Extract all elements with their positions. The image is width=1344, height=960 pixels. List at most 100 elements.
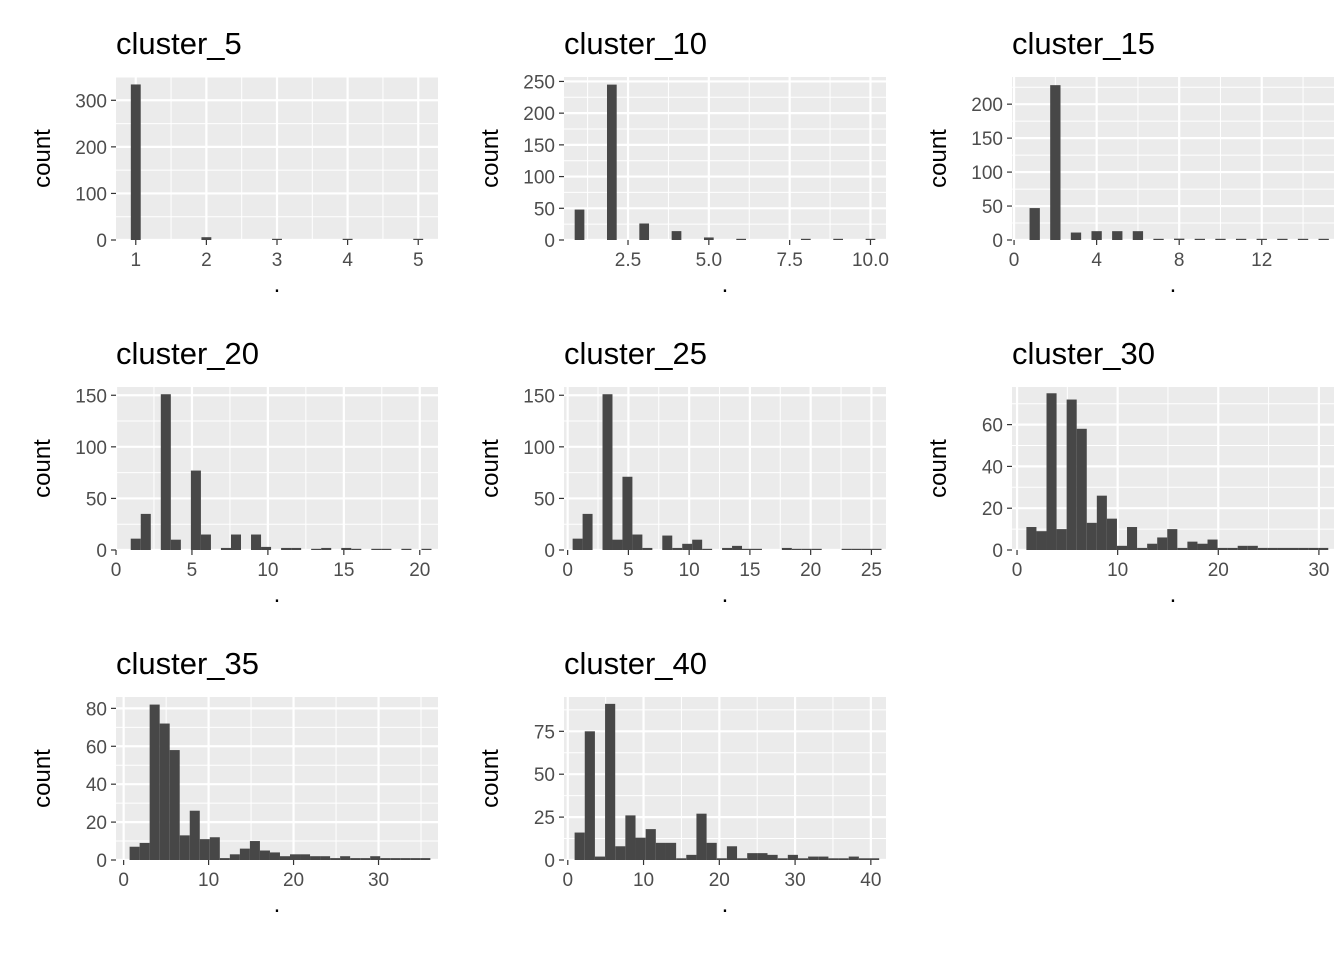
histogram-bar [199,839,210,860]
histogram-svg: 0 10 20 30 0 20 40 60 cluster_30. count [925,336,1334,608]
histogram-bar [594,856,606,860]
histogram-bar [702,548,713,550]
histogram-svg: 0 5 10 15 20 0 50 100 150 cluster_20. count [29,336,438,608]
histogram-bar [179,835,190,860]
histogram-bar [1318,238,1329,240]
histogram-bar [410,858,421,860]
chart-title: cluster_5 [116,26,242,61]
y-axis-label: count [477,749,504,808]
histogram-bar [742,548,752,550]
histogram-svg: 1 2 3 4 5 0 100 200 300 cluster_5. count [29,26,438,298]
histogram-bar [1029,208,1040,240]
histogram-bar [230,534,242,550]
y-tick-label: 50 [534,765,555,786]
x-axis-label: . [1170,581,1177,608]
histogram-bar [612,539,623,550]
histogram-bar [1070,232,1082,240]
histogram-bar [672,547,683,550]
x-tick-label: 3 [272,250,283,271]
y-tick-label: 0 [992,541,1003,562]
histogram-panel: 2.5 5.0 7.5 10.0 0 50 100 150 200 250 cluster_10. c… [448,0,896,310]
x-tick-label: 10 [257,560,278,581]
histogram-bar [787,854,798,860]
histogram-bar [645,829,656,860]
histogram-bar [1235,238,1247,240]
y-tick-label: 100 [523,168,555,189]
y-tick-label: 100 [971,163,1003,184]
histogram-bar [726,846,738,860]
histogram-bar [259,850,270,860]
y-tick-label: 80 [86,699,107,720]
x-tick-label: 0 [118,870,129,891]
y-axis-label: count [29,439,56,498]
histogram-bar [861,548,872,550]
histogram-bar [129,846,140,860]
histogram-bar [190,470,201,550]
x-tick-label: 5 [187,560,198,581]
histogram-bar [767,854,778,860]
y-axis-label: count [925,439,952,498]
x-tick-label: 0 [562,560,573,581]
y-axis-label: count [29,749,56,808]
histogram-bar [139,842,150,860]
histogram-bar [582,513,593,550]
histogram-bar [261,546,272,550]
histogram-bar [140,513,151,550]
histogram-bar [828,858,839,860]
plot-background [564,77,886,240]
x-tick-label: 5 [623,560,634,581]
x-tick-label: 10 [1107,560,1128,581]
histogram-bar [682,543,693,550]
histogram-bar [1298,547,1309,550]
x-axis-label: . [722,891,729,918]
histogram-bar [1308,547,1319,550]
y-tick-label: 40 [86,775,107,796]
y-tick-label: 250 [523,72,555,93]
y-tick-label: 25 [534,808,555,829]
histogram-bar [1247,545,1258,550]
histogram-bar [1091,231,1102,240]
histogram-bar [1277,547,1289,550]
histogram-panel: 1 2 3 4 5 0 100 200 300 cluster_5. count [0,0,448,310]
histogram-bar [1297,238,1309,240]
histogram-bar [381,548,392,550]
y-tick-label: 200 [971,95,1003,116]
y-tick-label: 40 [982,457,1003,478]
chart-title: cluster_35 [116,646,259,681]
histogram-bar [732,545,743,550]
histogram-bar [371,548,382,550]
histogram-bar [330,858,341,860]
y-tick-label: 200 [523,104,555,125]
histogram-bar [342,238,353,240]
histogram-bar [800,238,811,240]
x-axis-label: . [274,581,281,608]
y-tick-label: 100 [75,184,107,205]
plot-background [1012,387,1334,550]
histogram-bar [797,858,809,860]
y-axis-label: count [925,129,952,188]
x-tick-label: 2 [201,250,212,271]
histogram-bar [351,548,362,550]
y-tick-label: 300 [75,91,107,112]
histogram-bar [1096,495,1107,550]
histogram-bar [390,858,401,860]
histogram-bar [1106,518,1117,550]
histogram-bar [696,813,707,860]
chart-title: cluster_30 [1012,336,1155,371]
histogram-bar [722,547,733,550]
x-tick-label: 8 [1174,250,1185,271]
histogram-bar [1207,539,1218,550]
histogram-bar [665,842,677,860]
x-axis-label: . [274,891,281,918]
histogram-bar [632,534,643,550]
histogram-bar [1076,428,1087,550]
histogram-bar [311,548,322,550]
histogram-bar [1026,527,1037,550]
histogram-bar [625,815,636,860]
histogram-bar [1137,547,1148,550]
y-tick-label: 150 [75,386,107,407]
histogram-bar [848,856,859,860]
histogram-bar [686,854,697,860]
histogram-bar [1147,543,1158,550]
